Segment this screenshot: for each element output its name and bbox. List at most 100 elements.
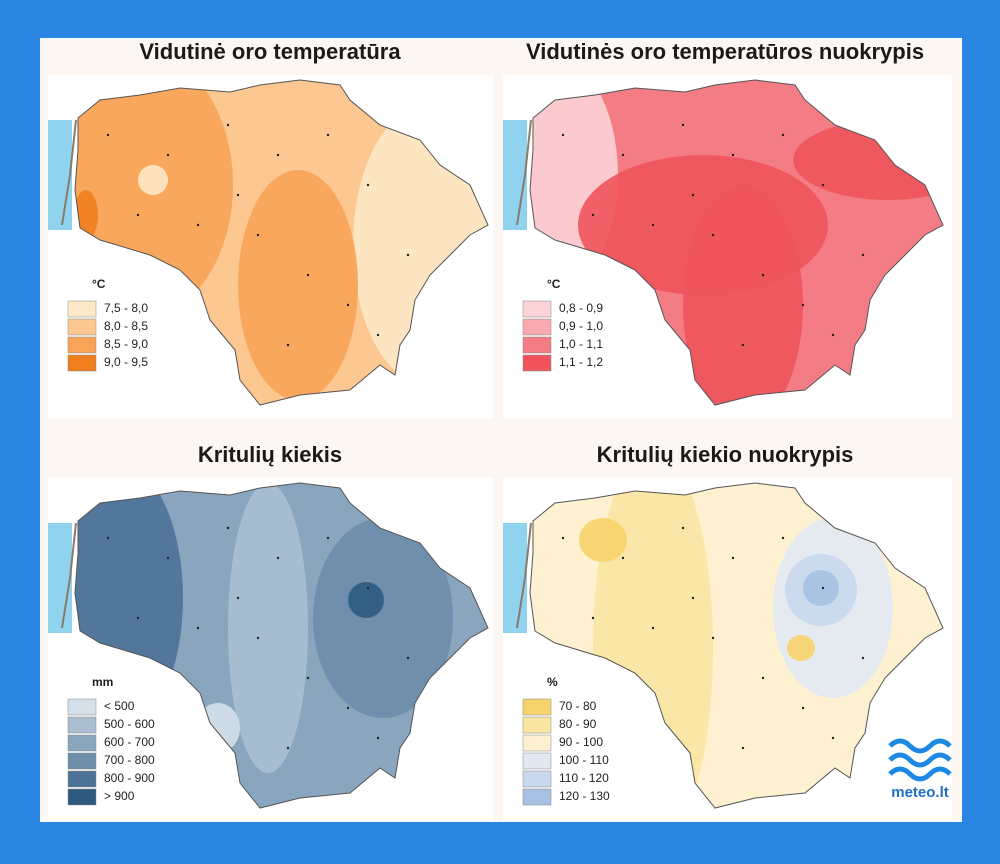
town-dot [821,586,825,590]
legend-swatch [522,698,552,716]
legend-swatch [522,318,552,336]
town-dot [691,193,695,197]
legend-label: 600 - 700 [104,735,155,749]
curonian-spit [61,522,77,629]
town-dot [306,676,310,680]
zone [348,582,384,618]
town-dot [326,133,330,137]
curonian-spit [61,119,77,226]
town-dot [781,536,785,540]
town-dot [761,273,765,277]
legend-label: 120 - 130 [559,789,610,803]
legend-swatch [67,318,97,336]
zone [228,483,308,773]
town-dot [136,616,140,620]
town-dot [366,586,370,590]
legend-unit: mm [92,675,113,689]
town-dot [821,183,825,187]
legend-swatch [67,716,97,734]
panels: Vidutinė oro temperatūra °C 7,5 - 8,0 8,0 -… [48,39,944,809]
town-dot [226,123,230,127]
legend-swatch [522,336,552,354]
town-dot [591,213,595,217]
legend-label: < 500 [104,699,135,713]
town-dot [741,746,745,750]
legend-swatch [522,300,552,318]
town-dot [621,153,625,157]
zone [313,518,453,718]
legend-unit: % [547,675,558,689]
legend-label: 0,8 - 0,9 [559,301,603,315]
panel-title: Kritulių kiekis [198,442,342,467]
town-dot [196,223,200,227]
panel-title: Kritulių kiekio nuokrypis [597,442,854,467]
town-dot [651,223,655,227]
town-dot [226,526,230,530]
brand: meteo.lt [891,784,949,801]
legend-swatch [67,698,97,716]
town-dot [831,736,835,740]
town-dot [681,123,685,127]
legend-label: 8,0 - 8,5 [104,319,148,333]
legend-swatch [522,734,552,752]
sea [48,120,72,230]
logo-wave [888,752,952,768]
town-dot [561,536,565,540]
legend-label: 80 - 90 [559,717,597,731]
town-dot [691,596,695,600]
logo-wave [888,738,952,754]
town-dot [731,556,735,560]
curonian-spit [516,522,532,629]
town-dot [681,526,685,530]
town-dot [761,676,765,680]
town-dot [731,153,735,157]
town-dot [106,133,110,137]
town-dot [741,343,745,347]
legend-unit: °C [92,277,106,291]
legend-label: 1,1 - 1,2 [559,355,603,369]
town-dot [326,536,330,540]
legend-label: 7,5 - 8,0 [104,301,148,315]
legend-label: 8,5 - 9,0 [104,337,148,351]
legend-swatch [67,752,97,770]
town-dot [346,303,350,307]
town-dot [286,343,290,347]
legend-label: 100 - 110 [559,753,609,767]
legend-swatch [522,354,552,372]
town-dot [711,636,715,640]
town-dot [651,626,655,630]
town-dot [106,536,110,540]
town-dot [136,213,140,217]
logo: meteo.lt [888,738,952,801]
town-dot [591,616,595,620]
panel-title: Vidutinės oro temperatūros nuokrypis [526,39,924,64]
town-dot [376,736,380,740]
sea [48,523,72,633]
legend-swatch [67,354,97,372]
legend-swatch [522,752,552,770]
legend-swatch [67,788,97,806]
legend-label: 500 - 600 [104,717,155,731]
map-panel: Vidutinės oro temperatūros nuokrypis °C 0,… [503,39,944,406]
legend-swatch [67,336,97,354]
panel-title: Vidutinė oro temperatūra [139,39,401,64]
town-dot [166,556,170,560]
town-dot [256,636,260,640]
legend-label: 70 - 80 [559,699,597,713]
sea [503,120,527,230]
town-dot [861,656,865,660]
town-dot [366,183,370,187]
legend-swatch [522,788,552,806]
town-dot [236,596,240,600]
town-dot [406,656,410,660]
town-dot [861,253,865,257]
town-dot [276,153,280,157]
town-dot [801,706,805,710]
town-dot [406,253,410,257]
zone [579,518,627,562]
legend-label: 1,0 - 1,1 [559,337,603,351]
legend-label: 110 - 120 [559,771,609,785]
town-dot [346,706,350,710]
town-dot [166,153,170,157]
